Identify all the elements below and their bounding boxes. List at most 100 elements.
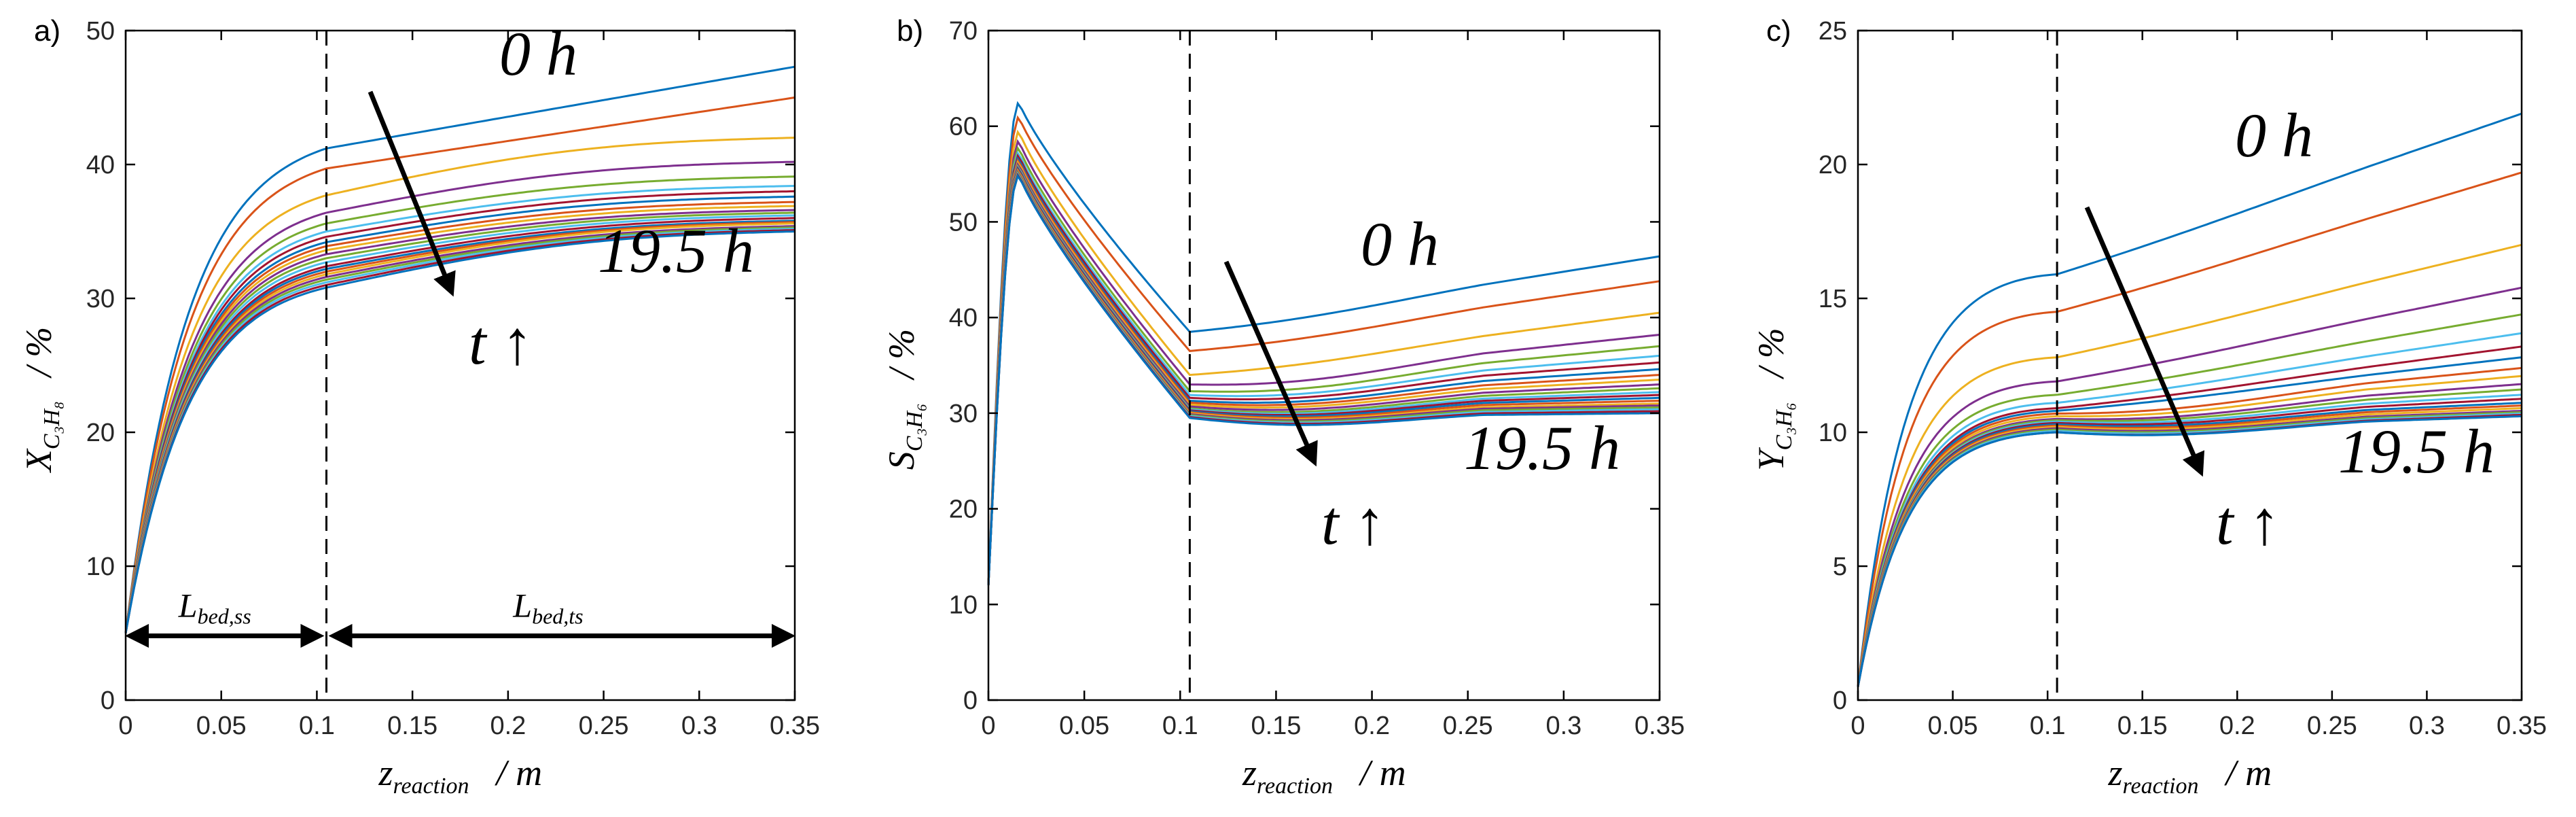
series-line-7 <box>987 153 1660 586</box>
y-tick-label: 25 <box>1819 17 1847 46</box>
series-line-18 <box>1857 410 2522 687</box>
series-line-20 <box>124 228 795 633</box>
series-group <box>987 101 1660 586</box>
series-line-15 <box>1857 402 2522 687</box>
series-line-2 <box>124 97 795 633</box>
y-tick-label: 5 <box>1833 553 1847 581</box>
annotation-trend: t ↑ <box>469 308 533 377</box>
series-line-5 <box>1857 313 2522 687</box>
series-group <box>1857 112 2522 687</box>
y-tick-label: 0 <box>101 686 115 715</box>
series-line-6 <box>1857 332 2522 687</box>
series-line-10 <box>987 160 1660 586</box>
x-tick-label: 0.1 <box>2030 712 2066 740</box>
x-tick-label: 0.15 <box>1251 712 1301 740</box>
panel-3: 0 0.05 0.1 0.15 0.2 0.25 0.3 0.35 0 5 10 15 20 25 c) zr… <box>1751 14 2547 799</box>
annotation-start-time: 0 h <box>1361 209 1439 279</box>
series-line-16 <box>1857 404 2522 687</box>
series-line-4 <box>1857 286 2522 687</box>
series-line-15 <box>124 220 795 633</box>
x-tick-label: 0.1 <box>299 712 335 740</box>
series-line-9 <box>124 201 795 633</box>
x-tick-label: 0.3 <box>2409 712 2445 740</box>
y-tick-label: 30 <box>949 400 978 428</box>
axes-box <box>987 29 1661 701</box>
annotation-end-time: 19.5 h <box>2338 417 2494 486</box>
series-group <box>124 65 795 633</box>
series-line-17 <box>1857 407 2522 687</box>
y-tick-label: 20 <box>86 419 115 447</box>
x-axis-title: zreaction / m <box>2108 752 2272 799</box>
series-line-1 <box>124 65 795 633</box>
series-line-14 <box>124 217 795 633</box>
series-line-18 <box>124 225 795 633</box>
annotation-start-time: 0 h <box>2235 101 2313 170</box>
x-tick-label: 0 <box>118 712 132 740</box>
y-tick-label: 40 <box>949 304 978 332</box>
x-tick-label: 0 <box>1850 712 1865 740</box>
x-axis-title: zreaction / m <box>1242 752 1406 799</box>
y-tick-label: 20 <box>1819 151 1847 179</box>
series-line-4 <box>124 160 795 633</box>
panel-label: b) <box>897 14 923 48</box>
x-tick-label: 0.25 <box>2307 712 2357 740</box>
x-tick-label: 0 <box>981 712 995 740</box>
x-tick-label: 0.35 <box>1634 712 1685 740</box>
x-tick-label: 0.05 <box>1928 712 1978 740</box>
y-tick-label: 10 <box>1819 419 1847 447</box>
series-line-12 <box>1857 388 2522 687</box>
y-tick-label: 70 <box>949 17 978 46</box>
x-tick-label: 0.35 <box>770 712 820 740</box>
series-line-10 <box>1857 375 2522 687</box>
axes-box <box>1857 29 2523 701</box>
x-tick-label: 0.3 <box>681 712 717 740</box>
series-line-22 <box>124 230 795 633</box>
y-tick-label: 0 <box>963 686 978 715</box>
series-line-19 <box>124 226 795 633</box>
series-line-9 <box>987 158 1660 586</box>
series-line-16 <box>124 221 795 633</box>
y-tick-label: 30 <box>86 285 115 313</box>
series-line-4 <box>987 139 1660 586</box>
series-line-3 <box>987 129 1660 586</box>
panel-2: 0 0.05 0.1 0.15 0.2 0.25 0.3 0.35 0 10 20 30 40 50 60 7… <box>881 14 1685 799</box>
trend-arrow <box>368 90 456 297</box>
series-line-2 <box>987 115 1660 586</box>
y-tick-label: 10 <box>949 591 978 619</box>
trend-arrow <box>2084 206 2204 477</box>
series-line-8 <box>124 195 795 633</box>
series-line-1 <box>1857 112 2522 687</box>
series-line-12 <box>124 211 795 633</box>
x-tick-label: 0.25 <box>1443 712 1493 740</box>
series-line-19 <box>1857 411 2522 687</box>
annotation-trend: t ↑ <box>2216 488 2280 557</box>
y-axis-title: YC₃H₆/ % <box>1751 328 1797 470</box>
x-tick-label: 0.2 <box>2219 712 2255 740</box>
panel-label: a) <box>34 14 60 48</box>
x-tick-label: 0.05 <box>1059 712 1109 740</box>
series-line-3 <box>124 137 795 633</box>
series-line-8 <box>1857 356 2522 687</box>
series-line-9 <box>1857 366 2522 687</box>
series-line-14 <box>1857 398 2522 687</box>
series-line-22 <box>1857 415 2522 687</box>
series-line-2 <box>1857 171 2522 687</box>
annotation-trend: t ↑ <box>1321 488 1386 557</box>
series-line-11 <box>987 162 1660 586</box>
x-tick-label: 0.2 <box>1354 712 1390 740</box>
annotation-end-time: 19.5 h <box>1464 413 1620 483</box>
series-line-8 <box>987 156 1660 586</box>
series-line-5 <box>987 145 1660 586</box>
x-tick-label: 0.05 <box>196 712 247 740</box>
y-tick-label: 20 <box>949 496 978 524</box>
x-tick-label: 0.15 <box>387 712 437 740</box>
series-line-5 <box>124 175 795 633</box>
y-tick-label: 15 <box>1819 285 1847 313</box>
y-tick-label: 0 <box>1833 686 1847 715</box>
y-axis-title: XC₃H₈/ % <box>18 327 65 473</box>
y-tick-label: 40 <box>86 151 115 179</box>
x-tick-label: 0.3 <box>1545 712 1581 740</box>
panel-label: c) <box>1766 14 1791 48</box>
series-line-11 <box>124 209 795 633</box>
